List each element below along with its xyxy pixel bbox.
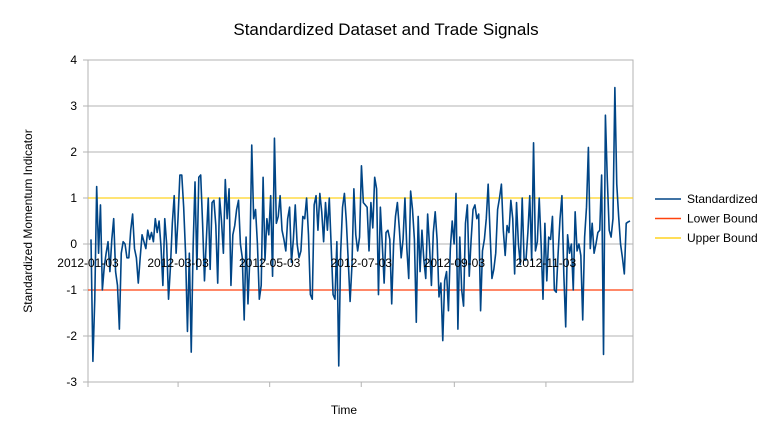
x-tick-label: 2012-05-03 <box>239 256 301 270</box>
chart-title: Standardized Dataset and Trade Signals <box>233 20 538 39</box>
y-tick-label: 1 <box>70 191 77 205</box>
standardized-series-line <box>90 86 631 367</box>
y-tick-label: 4 <box>70 53 77 67</box>
x-axis-label: Time <box>331 403 358 417</box>
y-tick-label: -1 <box>66 283 77 297</box>
legend-label-upper-bound: Upper Bound <box>687 231 758 245</box>
y-axis-ticks: -3 -2 -1 0 1 2 3 4 <box>66 53 88 389</box>
plot-area-border <box>87 59 634 383</box>
x-tick-label: 2012-07-03 <box>331 256 393 270</box>
y-tick-label: -3 <box>66 375 77 389</box>
series-layer <box>90 86 631 367</box>
y-axis-label: Standardized Momentum Indicator <box>21 129 35 312</box>
x-axis-ticks: 2012-01-03 2012-03-03 2012-05-03 2012-07-03… <box>57 256 576 387</box>
y-tick-label: 3 <box>70 99 77 113</box>
y-tick-label: -2 <box>66 329 77 343</box>
legend-label-lower-bound: Lower Bound <box>687 212 758 226</box>
x-tick-label: 2012-01-03 <box>57 256 119 270</box>
x-tick-label: 2012-09-03 <box>424 256 486 270</box>
x-tick-label: 2012-03-03 <box>147 256 209 270</box>
x-tick-label: 2012-11-03 <box>516 256 577 270</box>
y-tick-label: 0 <box>70 237 77 251</box>
legend-label-standardized: Standardized <box>687 192 758 206</box>
y-tick-label: 2 <box>70 145 77 159</box>
legend: Standardized Lower Bound Upper Bound <box>655 192 758 245</box>
